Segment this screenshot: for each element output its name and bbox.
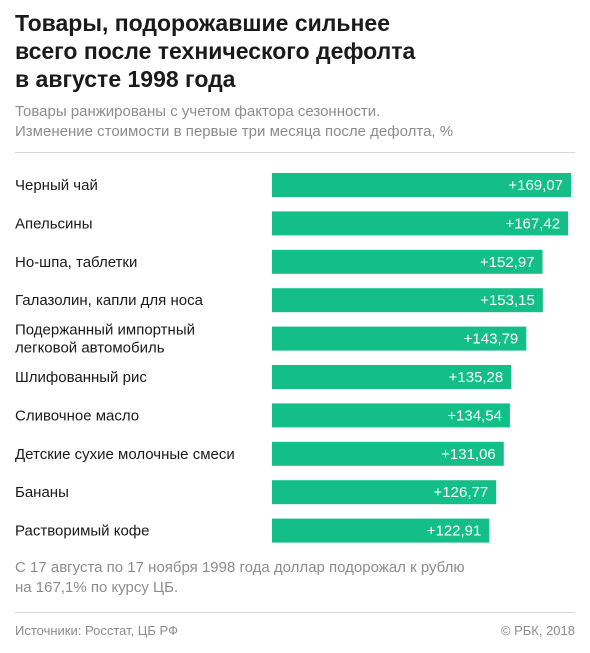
category-label: Но-шпа, таблетки: [15, 254, 137, 271]
top-divider: [15, 152, 575, 153]
category-label: Подержанный импортный легковой автомобиль: [15, 322, 195, 357]
copyright-text: © РБК, 2018: [500, 623, 575, 638]
chart-title-line: Товары, подорожавшие сильнее: [15, 10, 390, 36]
footnote: С 17 августа по 17 ноября 1998 года долл…: [15, 558, 575, 598]
chart-title: Товары, подорожавшие сильнее всего после…: [15, 9, 575, 93]
bar: [272, 288, 543, 313]
value-label: +153,15: [480, 292, 535, 309]
bar: [272, 403, 510, 428]
value-label: +131,06: [441, 446, 496, 463]
bar: [272, 211, 569, 236]
value-label: +122,91: [427, 523, 482, 540]
bar: [272, 173, 571, 197]
chart-title-line: всего после технического дефолта: [15, 38, 416, 64]
bar-chart: Черный чай +169,07 Апельсины +167,42 Но-шпа,…: [15, 173, 571, 543]
bar: [272, 441, 504, 466]
value-label: +167,42: [505, 215, 560, 232]
category-label: Апельсины: [15, 215, 92, 232]
chart-subtitle-line: Товары ранжированы с учетом фактора сезо…: [15, 103, 381, 120]
category-label-line: Подержанный импортный: [15, 322, 195, 339]
category-label-line: легковой автомобиль: [15, 340, 165, 357]
bar: [272, 480, 497, 505]
chart-title-line: в августе 1998 года: [15, 66, 236, 92]
category-label: Детские сухие молочные смеси: [15, 446, 235, 463]
chart-subtitle-line: Изменение стоимости в первые три месяца …: [15, 123, 454, 140]
value-label: +169,07: [508, 177, 563, 194]
bar: [272, 326, 527, 351]
value-label: +126,77: [434, 484, 489, 501]
category-label: Растворимый кофе: [15, 523, 149, 540]
category-label: Бананы: [15, 484, 69, 501]
value-label: +152,97: [480, 254, 535, 271]
bar: [272, 365, 512, 389]
bottom-divider: [15, 612, 575, 613]
value-label: +134,54: [447, 407, 502, 424]
chart-subtitle: Товары ранжированы с учетом фактора сезо…: [15, 102, 575, 142]
source-text: Источники: Росстат, ЦБ РФ: [15, 623, 178, 638]
category-label: Сливочное масло: [15, 407, 139, 424]
bar: [272, 249, 543, 274]
category-label: Галазолин, капли для носа: [15, 292, 204, 309]
footnote-line: на 167,1% по курсу ЦБ.: [15, 579, 179, 596]
bar: [272, 518, 490, 543]
category-label: Черный чай: [15, 177, 98, 194]
value-label: +135,28: [449, 369, 504, 386]
footnote-line: С 17 августа по 17 ноября 1998 года долл…: [15, 559, 465, 576]
value-label: +143,79: [464, 331, 519, 348]
category-label: Шлифованный рис: [15, 369, 147, 386]
